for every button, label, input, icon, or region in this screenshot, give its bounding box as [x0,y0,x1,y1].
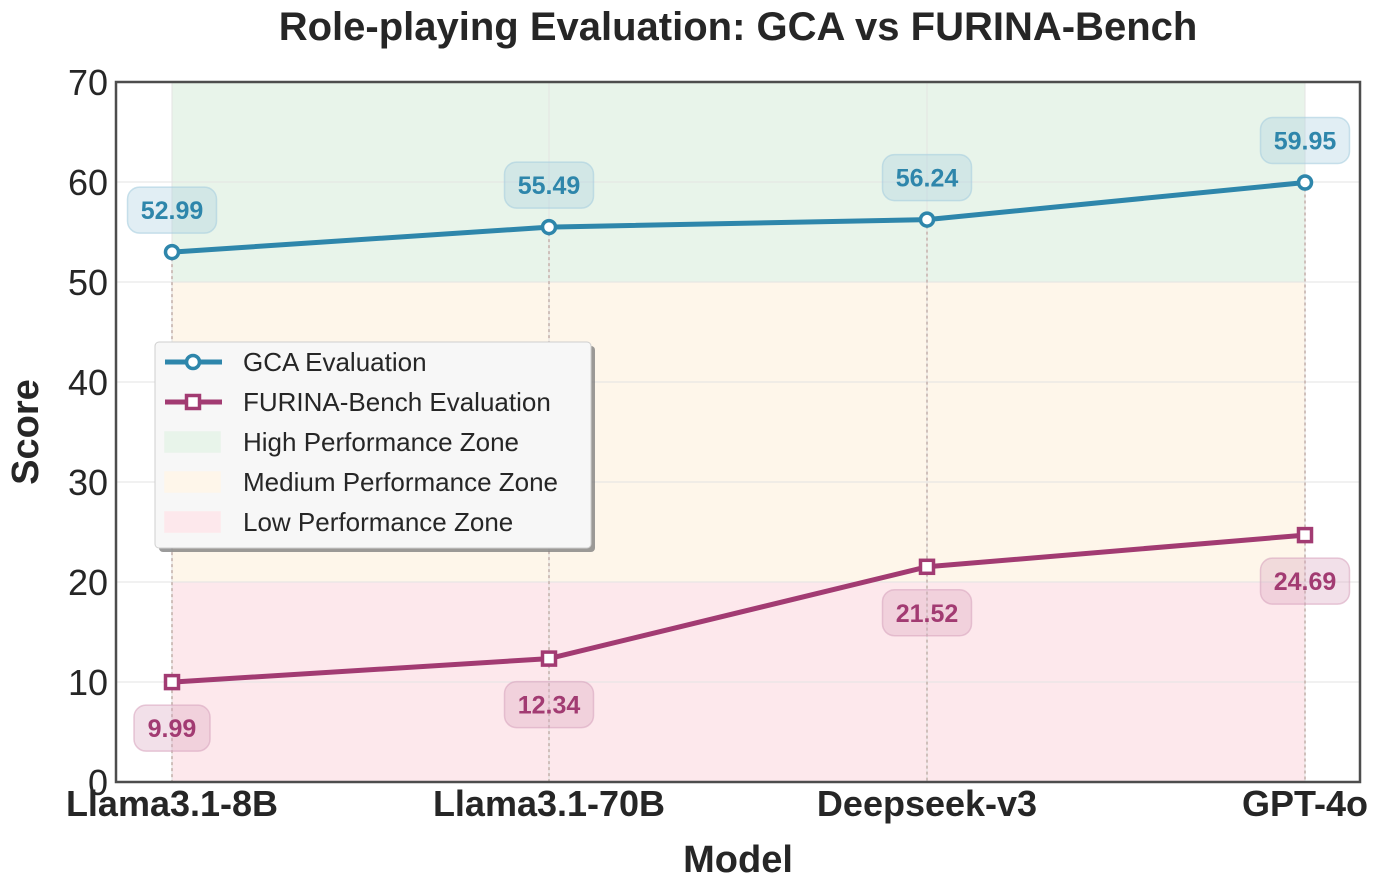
legend-label-zone-1: Medium Performance Zone [243,467,558,497]
legend-label-zone-2: Low Performance Zone [243,507,513,537]
x-axis-ticks: Llama3.1-8B Llama3.1-70B Deepseek-v3 GPT-4o [66,783,1368,824]
data-label-0-1: 55.49 [518,172,581,200]
y-tick-label-6: 60 [68,162,108,203]
chart-title: Role-playing Evaluation: GCA vs FURINA-B… [279,5,1198,49]
series-line-0 [171,180,1306,255]
y-axis-label: Score [5,379,47,485]
data-label-1-3: 24.69 [1274,568,1337,596]
legend-marker-0 [184,353,202,371]
data-label-box-1-2 [881,589,973,637]
y-tick-label-4: 40 [68,362,108,403]
legend-label-series-1: FURINA-Bench Evaluation [243,387,551,417]
series-line-1 [171,532,1306,685]
data-label-1-2: 21.52 [896,600,959,628]
legend-label-series-0: GCA Evaluation [243,347,427,377]
series-1-point-3 [1296,526,1314,544]
data-label-box-0-2 [881,153,973,202]
legend-swatch-zone-0 [164,431,221,453]
series-1-point-1 [540,650,558,667]
data-label-box-1-3 [1259,557,1351,605]
y-axis-ticks: 0 10 20 30 40 50 60 70 [68,62,108,803]
series-0-point-1 [540,218,558,236]
data-label-box-1-1 [503,680,595,729]
legend: GCA Evaluation FURINA-Bench Evaluation Hig… [154,341,595,552]
data-label-box-0-1 [503,161,595,209]
data-label-0-0: 52.99 [141,197,204,225]
legend-marker-1 [184,393,202,411]
plot-frame [114,80,1362,784]
x-tick-label-1: Llama3.1-70B [433,783,665,824]
data-label-1-0: 9.99 [148,715,197,743]
data-label-1-1: 12.34 [518,692,581,720]
data-label-box-0-0 [126,186,218,234]
series-0-point-0 [163,243,181,261]
y-tick-label-3: 30 [68,462,108,503]
data-label-box-1-0 [133,704,211,752]
x-tick-label-2: Deepseek-v3 [817,783,1037,824]
legend-swatch-zone-2 [164,511,221,533]
series-1-point-0 [163,673,181,691]
x-tick-label-0: Llama3.1-8B [66,783,278,824]
y-tick-label-2: 20 [68,562,108,603]
data-label-0-3: 59.95 [1274,128,1337,156]
legend-swatch-zone-1 [164,471,221,493]
y-tick-label-1: 10 [68,662,108,703]
legend-box [154,341,592,549]
series-0-point-2 [918,211,936,228]
y-tick-label-0: 0 [88,762,108,803]
data-label-0-2: 56.24 [896,165,959,193]
y-tick-label-5: 50 [68,262,108,303]
series-layer [163,174,1314,691]
x-tick-label-3: GPT-4o [1242,783,1368,824]
y-tick-label-7: 70 [68,62,108,103]
x-axis-label: Model [683,839,793,881]
data-labels: 52.99 55.49 56.24 59.95 9.99 12.34 21.52 24.69 [126,116,1351,752]
series-0-point-3 [1296,174,1314,191]
legend-label-zone-0: High Performance Zone [243,427,519,457]
series-1-point-2 [918,558,936,576]
data-label-box-0-3 [1259,116,1351,165]
